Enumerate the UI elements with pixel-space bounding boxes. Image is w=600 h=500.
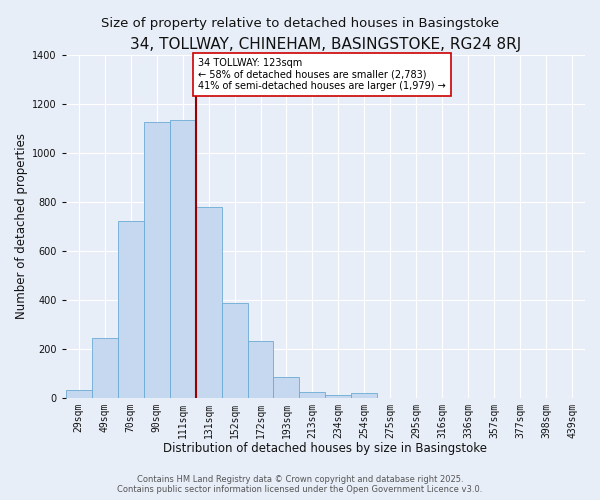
Bar	[118, 222, 143, 398]
Bar	[248, 342, 274, 398]
X-axis label: Distribution of detached houses by size in Basingstoke: Distribution of detached houses by size …	[163, 442, 487, 455]
Bar	[170, 120, 196, 398]
Bar	[196, 207, 221, 398]
Text: 34 TOLLWAY: 123sqm
← 58% of detached houses are smaller (2,783)
41% of semi-deta: 34 TOLLWAY: 123sqm ← 58% of detached hou…	[198, 58, 446, 90]
Text: Size of property relative to detached houses in Basingstoke: Size of property relative to detached ho…	[101, 18, 499, 30]
Text: Contains HM Land Registry data © Crown copyright and database right 2025.
Contai: Contains HM Land Registry data © Crown c…	[118, 474, 482, 494]
Bar	[143, 122, 170, 398]
Bar	[274, 377, 299, 398]
Bar	[299, 392, 325, 398]
Y-axis label: Number of detached properties: Number of detached properties	[15, 134, 28, 320]
Bar	[352, 393, 377, 398]
Bar	[325, 396, 352, 398]
Bar	[221, 304, 248, 398]
Bar	[66, 390, 92, 398]
Title: 34, TOLLWAY, CHINEHAM, BASINGSTOKE, RG24 8RJ: 34, TOLLWAY, CHINEHAM, BASINGSTOKE, RG24…	[130, 38, 521, 52]
Bar	[92, 338, 118, 398]
